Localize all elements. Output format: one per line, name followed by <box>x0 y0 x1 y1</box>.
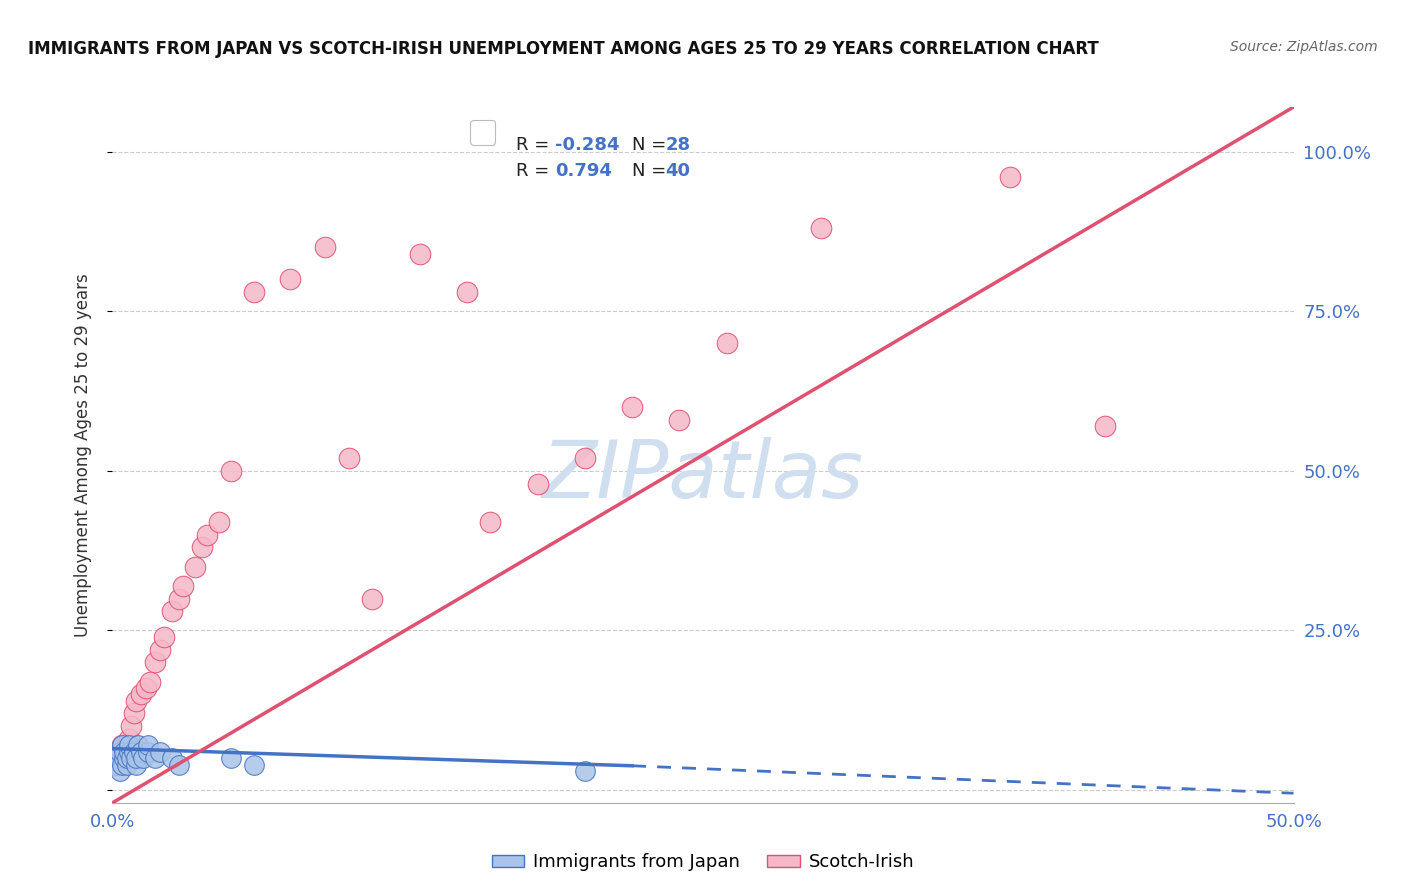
Point <box>125 757 148 772</box>
Point <box>716 336 738 351</box>
Point <box>108 745 131 759</box>
Point <box>219 464 242 478</box>
Text: 28: 28 <box>665 136 690 154</box>
Point <box>195 527 218 541</box>
Y-axis label: Unemployment Among Ages 25 to 29 years: Unemployment Among Ages 25 to 29 years <box>73 273 91 637</box>
Point <box>108 764 131 778</box>
Point <box>998 170 1021 185</box>
Point <box>337 451 360 466</box>
Point <box>112 745 135 759</box>
Point <box>118 745 141 759</box>
Point <box>408 247 430 261</box>
Point <box>810 221 832 235</box>
Point <box>143 656 166 670</box>
Point <box>120 751 142 765</box>
Point <box>105 751 128 765</box>
Point <box>167 757 190 772</box>
Point <box>668 413 690 427</box>
Point <box>621 400 644 414</box>
Point <box>149 642 172 657</box>
Point <box>104 757 127 772</box>
Point <box>167 591 190 606</box>
Point <box>111 739 134 753</box>
Point <box>112 751 135 765</box>
Point <box>139 674 162 689</box>
Point <box>115 757 138 772</box>
Point <box>122 745 145 759</box>
Point <box>574 451 596 466</box>
Point <box>184 559 207 574</box>
Point <box>112 751 135 765</box>
Point <box>120 719 142 733</box>
Point <box>160 751 183 765</box>
Point <box>149 745 172 759</box>
Point <box>172 579 194 593</box>
Text: N =: N = <box>633 162 672 180</box>
Point <box>160 604 183 618</box>
Text: 40: 40 <box>665 162 690 180</box>
Point <box>108 745 131 759</box>
Text: -0.284: -0.284 <box>555 136 620 154</box>
Point <box>136 745 159 759</box>
Legend:  <box>470 120 495 145</box>
Point <box>136 739 159 753</box>
Point <box>208 515 231 529</box>
Text: IMMIGRANTS FROM JAPAN VS SCOTCH-IRISH UNEMPLOYMENT AMONG AGES 25 TO 29 YEARS COR: IMMIGRANTS FROM JAPAN VS SCOTCH-IRISH UN… <box>28 40 1099 58</box>
Point <box>115 751 138 765</box>
Point <box>1094 419 1116 434</box>
Point <box>243 285 266 300</box>
Point <box>574 764 596 778</box>
Point <box>111 739 134 753</box>
Text: R =: R = <box>516 136 555 154</box>
Point <box>125 694 148 708</box>
Text: 0.794: 0.794 <box>555 162 612 180</box>
Point <box>129 745 152 759</box>
Text: R =: R = <box>516 162 561 180</box>
Point <box>153 630 176 644</box>
Point <box>456 285 478 300</box>
Text: Source: ZipAtlas.com: Source: ZipAtlas.com <box>1230 40 1378 54</box>
Point <box>526 476 548 491</box>
Point <box>191 541 214 555</box>
Point <box>361 591 384 606</box>
Point <box>122 706 145 721</box>
Point <box>111 757 134 772</box>
Point <box>135 681 157 695</box>
Point <box>105 751 128 765</box>
Point <box>143 751 166 765</box>
Point <box>132 751 155 765</box>
Point <box>118 739 141 753</box>
Point <box>104 757 127 772</box>
Point <box>118 731 141 746</box>
Point <box>314 240 336 254</box>
Point <box>115 745 138 759</box>
Point <box>125 751 148 765</box>
Point <box>278 272 301 286</box>
Point <box>127 739 149 753</box>
Text: N =: N = <box>633 136 672 154</box>
Point <box>243 757 266 772</box>
Point <box>129 687 152 701</box>
Text: ZIPatlas: ZIPatlas <box>541 437 865 515</box>
Point <box>219 751 242 765</box>
Point <box>479 515 502 529</box>
Legend: Immigrants from Japan, Scotch-Irish: Immigrants from Japan, Scotch-Irish <box>485 847 921 879</box>
